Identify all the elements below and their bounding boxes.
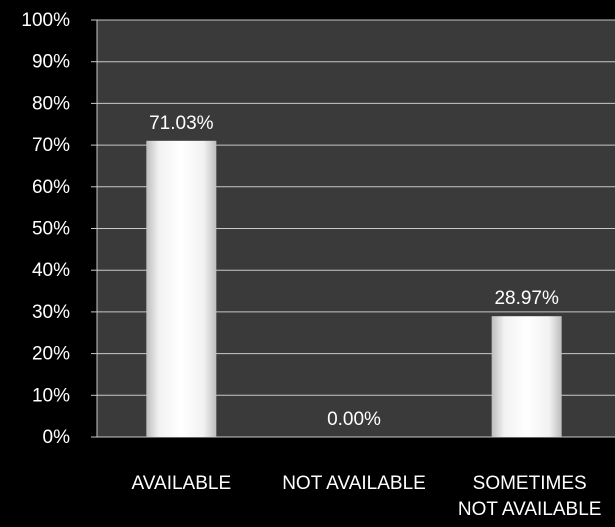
x-axis-category-labels: AVAILABLE NOT AVAILABLE SOMETIMES NOT AVAIL… [132,473,602,520]
y-tick-label: 70% [32,135,70,156]
y-tick-label: 0% [43,427,71,448]
y-tick-label: 90% [32,52,70,73]
y-axis-tick-labels: 0% 10% 20% 30% 40% 50% 60% 70% 80% 90% 100% [21,10,70,448]
data-label: 71.03% [149,113,214,134]
data-label: 0.00% [327,409,381,430]
y-tick-label: 60% [32,177,70,198]
bar [491,316,562,437]
category-label: NOT AVAILABLE [458,499,602,520]
y-tick-label: 20% [32,344,70,365]
y-tick-label: 50% [32,219,70,240]
bars [146,140,562,437]
category-label: AVAILABLE [132,473,232,494]
bar [146,140,217,437]
y-tick-label: 80% [32,93,70,114]
data-label: 28.97% [494,288,559,309]
y-tick-label: 40% [32,260,70,281]
y-tick-label: 10% [32,385,70,406]
category-label: NOT AVAILABLE [282,473,426,494]
y-tick-label: 30% [32,302,70,323]
y-tick-label: 100% [21,10,70,31]
data-labels: 71.03% 0.00% 28.97% [149,113,559,430]
category-label: SOMETIMES [473,473,587,494]
